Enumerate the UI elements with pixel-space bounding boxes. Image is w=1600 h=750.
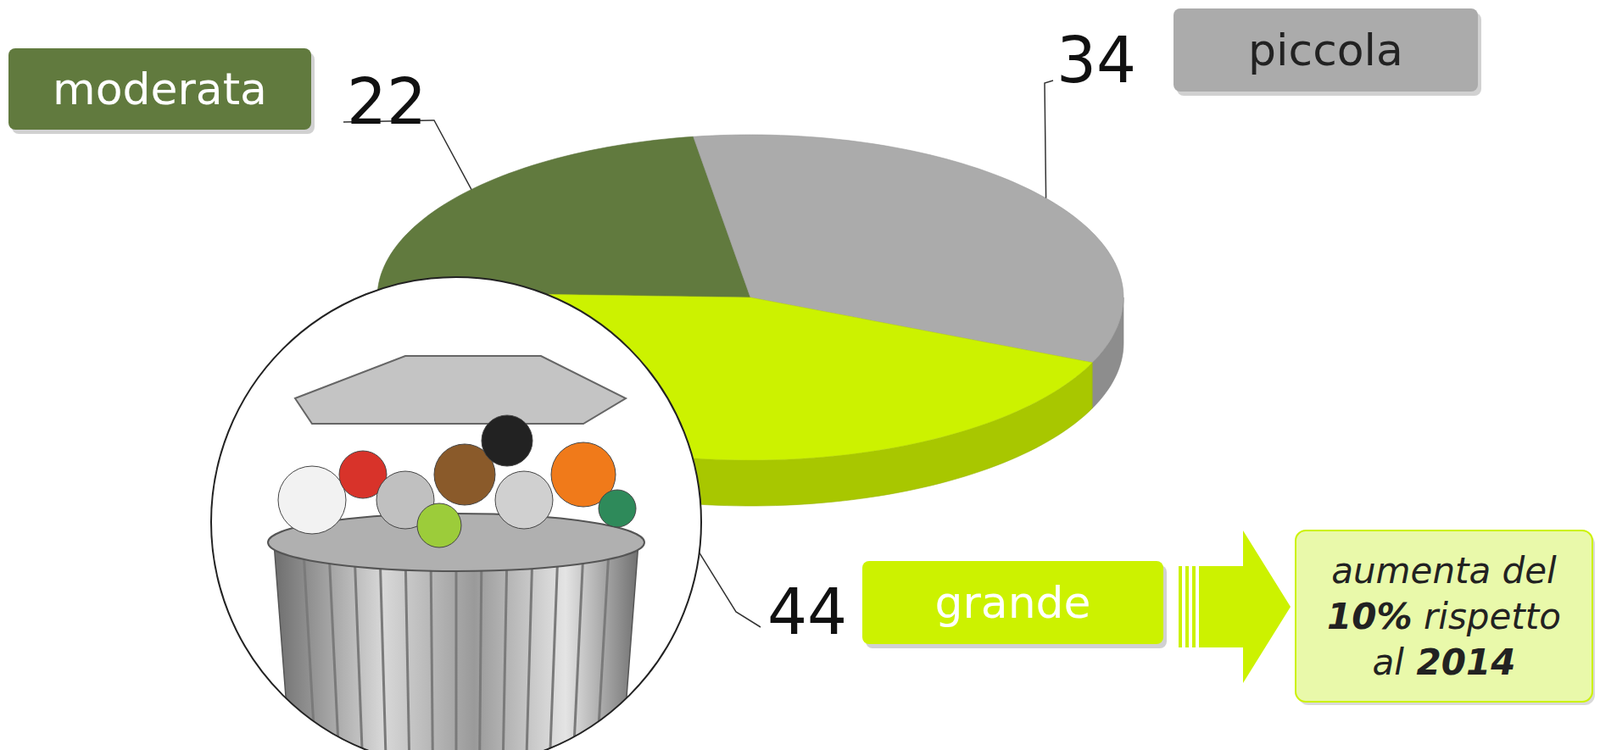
data-label: 22	[346, 65, 427, 139]
can-rib	[479, 551, 482, 750]
category-box	[1173, 8, 1478, 92]
can-rib	[502, 551, 508, 750]
category-label: grande	[934, 577, 1091, 629]
can-body	[273, 542, 639, 750]
category-label: moderata	[52, 63, 268, 115]
can-rib	[573, 551, 584, 750]
slice	[377, 136, 751, 298]
picture-ground	[211, 277, 702, 750]
can-item	[417, 503, 462, 548]
leader-line	[1044, 80, 1054, 199]
can-lid	[295, 356, 626, 424]
annotation-text: 10% rispetto	[1326, 596, 1561, 638]
arrow-bar	[1178, 566, 1182, 648]
arrow-bar	[1192, 566, 1196, 648]
annotation-text: al 2014	[1372, 641, 1517, 684]
category-label: piccola	[1248, 24, 1404, 76]
can-item	[598, 490, 636, 528]
can-item	[278, 466, 346, 535]
arrow-bar	[1185, 566, 1189, 648]
can-rib	[526, 551, 533, 750]
category-box	[862, 561, 1164, 645]
annotation-text: aumenta del	[1331, 550, 1557, 592]
can-rib	[303, 551, 316, 750]
picture-frame	[211, 277, 702, 750]
can-rib	[379, 551, 386, 750]
annotation-box	[1295, 530, 1593, 703]
chart: 22 moderata 34 piccola 44 grande aumenta del10…	[0, 0, 1600, 750]
data-label: 44	[767, 575, 848, 649]
arrow-shape	[1198, 530, 1291, 684]
can-rib	[328, 551, 340, 750]
can-item	[481, 415, 533, 467]
can-rib	[405, 551, 410, 750]
can-item	[495, 471, 553, 530]
can-rib	[549, 551, 558, 750]
data-label: 34	[1056, 23, 1137, 97]
can-rib	[455, 551, 458, 750]
can-rib	[596, 551, 609, 750]
trash-picture	[211, 277, 702, 750]
can-rib	[430, 551, 433, 750]
can-rib	[354, 551, 363, 750]
category-box	[8, 48, 312, 130]
annotation: aumenta del10% rispettoal 2014	[1295, 530, 1595, 706]
arrow	[1178, 530, 1291, 684]
labels: 22 moderata 34 piccola 44 grande	[8, 8, 1482, 649]
